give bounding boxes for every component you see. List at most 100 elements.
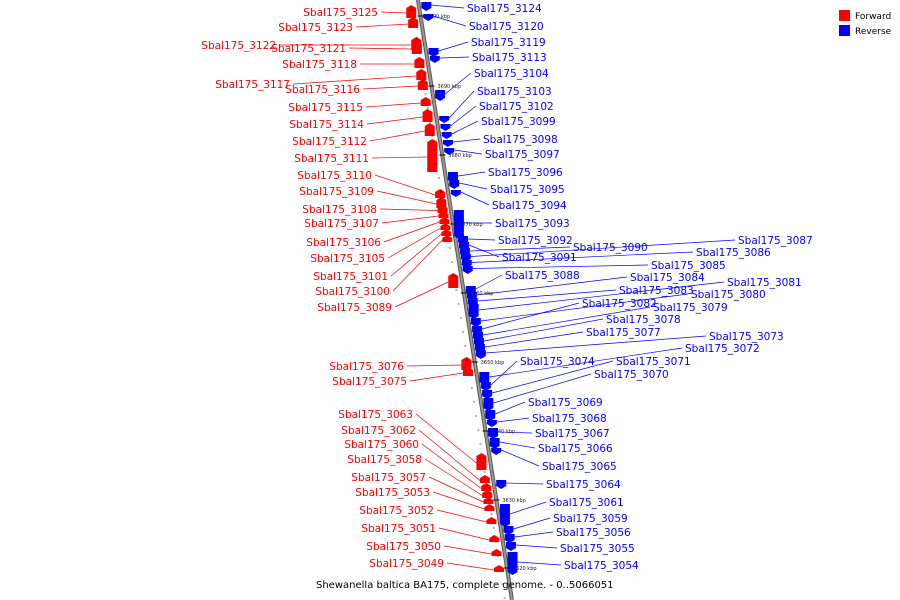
reverse-gene-label[interactable]: Sbal175_3080 <box>691 289 766 301</box>
reverse-gene-label[interactable]: Sbal175_3090 <box>573 242 648 254</box>
forward-gene-label[interactable]: Sbal175_3121 <box>271 43 346 55</box>
reverse-gene-arrowhead <box>486 424 497 427</box>
reverse-gene-label[interactable]: Sbal175_3097 <box>485 149 560 161</box>
reverse-leader-line <box>483 318 604 342</box>
reverse-gene-label[interactable]: Sbal175_3124 <box>467 3 542 15</box>
forward-gene-label[interactable]: Sbal175_3058 <box>347 454 422 466</box>
reverse-gene-feature <box>453 210 464 236</box>
forward-gene-label[interactable]: Sbal175_3051 <box>361 523 436 535</box>
reverse-gene-label[interactable]: Sbal175_3055 <box>560 543 635 555</box>
reverse-gene-feature <box>449 180 460 186</box>
reverse-gene-label[interactable]: Sbal175_3074 <box>520 356 595 368</box>
reverse-gene-label[interactable]: Sbal175_3066 <box>538 443 613 455</box>
reverse-gene-label[interactable]: Sbal175_3064 <box>546 479 621 491</box>
reverse-gene-label[interactable]: Sbal175_3054 <box>564 560 639 572</box>
reverse-gene-label[interactable]: Sbal175_3071 <box>616 356 691 368</box>
forward-gene-label[interactable]: Sbal175_3053 <box>355 487 430 499</box>
forward-gene-label[interactable]: Sbal175_3122 <box>201 40 276 52</box>
forward-gene-label[interactable]: Sbal175_3107 <box>304 218 379 230</box>
forward-gene-label[interactable]: Sbal175_3108 <box>302 204 377 216</box>
forward-leader-line <box>409 372 464 382</box>
forward-gene-label[interactable]: Sbal175_3100 <box>315 286 390 298</box>
forward-gene-label[interactable]: Sbal175_3050 <box>366 541 441 553</box>
forward-gene-label[interactable]: Sbal175_3106 <box>306 237 381 249</box>
reverse-gene-label[interactable]: Sbal175_3056 <box>556 527 631 539</box>
forward-gene-label[interactable]: Sbal175_3118 <box>282 59 357 71</box>
forward-gene-label[interactable]: Sbal175_3063 <box>338 409 413 421</box>
forward-gene-label[interactable]: Sbal175_3117 <box>215 79 290 91</box>
forward-gene-label[interactable]: Sbal175_3123 <box>278 22 353 34</box>
reverse-gene-label[interactable]: Sbal175_3065 <box>542 461 617 473</box>
reverse-gene-label[interactable]: Sbal175_3072 <box>685 343 760 355</box>
reverse-gene-label[interactable]: Sbal175_3082 <box>582 298 657 310</box>
reverse-gene-label[interactable]: Sbal175_3086 <box>696 247 771 259</box>
forward-gene-label[interactable]: Sbal175_3089 <box>317 302 392 314</box>
reverse-gene-label[interactable]: Sbal175_3085 <box>651 260 726 272</box>
forward-gene-label[interactable]: Sbal175_3062 <box>341 425 416 437</box>
forward-gene-label[interactable]: Sbal175_3105 <box>310 253 385 265</box>
reverse-gene-label[interactable]: Sbal175_3067 <box>535 428 610 440</box>
forward-gene-arrowhead <box>436 197 447 200</box>
reverse-gene-feature <box>491 448 502 452</box>
forward-gene-label[interactable]: Sbal175_3115 <box>288 102 363 114</box>
reverse-gene-label[interactable]: Sbal175_3119 <box>471 37 546 49</box>
reverse-gene-label[interactable]: Sbal175_3093 <box>495 218 570 230</box>
reverse-gene-label[interactable]: Sbal175_3091 <box>502 252 577 264</box>
reverse-gene-label[interactable]: Sbal175_3079 <box>653 302 728 314</box>
reverse-leader-line <box>489 347 683 378</box>
forward-gene-label[interactable]: Sbal175_3116 <box>285 84 360 96</box>
reverse-leader-line <box>481 302 580 330</box>
forward-gene-feature <box>462 370 473 376</box>
reverse-gene-label[interactable]: Sbal175_3069 <box>528 397 603 409</box>
reverse-gene-label[interactable]: Sbal175_3078 <box>606 314 681 326</box>
forward-gene-arrowhead <box>435 189 446 192</box>
reverse-gene-label[interactable]: Sbal175_3061 <box>549 497 624 509</box>
reverse-gene-label[interactable]: Sbal175_3099 <box>481 116 556 128</box>
reverse-gene-label[interactable]: Sbal175_3068 <box>532 413 607 425</box>
reverse-gene-label[interactable]: Sbal175_3095 <box>490 184 565 196</box>
forward-gene-label[interactable]: Sbal175_3101 <box>313 271 388 283</box>
reverse-leader-line <box>467 238 496 241</box>
forward-gene-label[interactable]: Sbal175_3076 <box>329 361 404 373</box>
reverse-gene-label[interactable]: Sbal175_3104 <box>474 68 549 80</box>
forward-gene-label[interactable]: Sbal175_3049 <box>369 558 444 570</box>
forward-gene-label[interactable]: Sbal175_3112 <box>292 136 367 148</box>
reverse-gene-feature <box>472 326 483 332</box>
reverse-gene-label[interactable]: Sbal175_3073 <box>709 331 784 343</box>
forward-gene-label[interactable]: Sbal175_3114 <box>289 119 364 131</box>
forward-gene-label[interactable]: Sbal175_3125 <box>303 7 378 19</box>
reverse-leader-line <box>484 331 584 348</box>
forward-gene-arrowhead <box>424 123 435 126</box>
reverse-gene-label[interactable]: Sbal175_3084 <box>630 272 705 284</box>
forward-gene-label[interactable]: Sbal175_3111 <box>294 153 369 165</box>
reverse-gene-label[interactable]: Sbal175_3070 <box>594 369 669 381</box>
reverse-gene-label[interactable]: Sbal175_3113 <box>472 52 547 64</box>
forward-leader-line <box>406 364 462 367</box>
reverse-gene-label[interactable]: Sbal175_3083 <box>619 285 694 297</box>
reverse-gene-label[interactable]: Sbal175_3103 <box>477 86 552 98</box>
reverse-gene-arrowhead <box>483 408 494 411</box>
reverse-gene-label[interactable]: Sbal175_3094 <box>492 200 567 212</box>
reverse-gene-arrowhead <box>444 152 455 155</box>
forward-gene-label[interactable]: Sbal175_3060 <box>344 439 419 451</box>
reverse-gene-label[interactable]: Sbal175_3098 <box>483 134 558 146</box>
reverse-gene-label[interactable]: Sbal175_3120 <box>469 21 544 33</box>
reverse-gene-label[interactable]: Sbal175_3102 <box>479 101 554 113</box>
forward-gene-label[interactable]: Sbal175_3075 <box>332 376 407 388</box>
reverse-gene-label[interactable]: Sbal175_3092 <box>498 235 573 247</box>
reverse-gene-label[interactable]: Sbal175_3077 <box>586 327 661 339</box>
forward-gene-label[interactable]: Sbal175_3110 <box>297 170 372 182</box>
reverse-leader-line <box>433 15 467 27</box>
forward-gene-label[interactable]: Sbal175_3109 <box>299 186 374 198</box>
reverse-gene-label[interactable]: Sbal175_3087 <box>738 235 813 247</box>
forward-gene-arrowhead <box>476 453 487 456</box>
forward-leader-line <box>381 215 439 224</box>
reverse-gene-label[interactable]: Sbal175_3088 <box>505 270 580 282</box>
forward-gene-label[interactable]: Sbal175_3052 <box>359 505 434 517</box>
scale-tick-label: 3670 kbp <box>459 222 483 228</box>
reverse-gene-label[interactable]: Sbal175_3081 <box>727 277 802 289</box>
reverse-gene-label[interactable]: Sbal175_3059 <box>553 513 628 525</box>
reverse-gene-label[interactable]: Sbal175_3096 <box>488 167 563 179</box>
forward-gene-label[interactable]: Sbal175_3057 <box>351 472 426 484</box>
forward-gene-arrowhead <box>481 483 492 486</box>
